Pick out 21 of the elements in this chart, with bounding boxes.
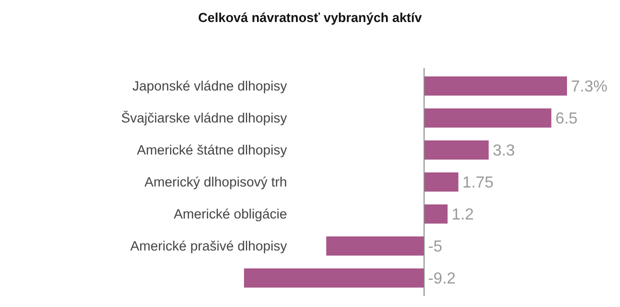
- chart-title: Celková návratnosť vybraných aktív: [198, 10, 423, 25]
- y-tick-label: Švajčiarske vládne dlhopisy: [121, 110, 288, 126]
- bar: [424, 204, 448, 224]
- y-tick-label: Americké štátne dlhopisy: [136, 142, 288, 158]
- bar: [424, 108, 552, 128]
- y-tick-label: Americký dlhopisový trh: [144, 174, 287, 190]
- y-tick-label: Japonské vládne dlhopisy: [132, 78, 288, 94]
- y-tick-label: Americké obligácie: [174, 206, 287, 222]
- data-label: 7.3%: [571, 78, 608, 96]
- data-label: 6.5: [555, 110, 578, 128]
- bar: [424, 140, 489, 160]
- bar: [326, 236, 424, 256]
- data-label: -5: [428, 238, 442, 256]
- data-label: 3.3: [492, 142, 516, 160]
- bar: [424, 172, 458, 192]
- data-label: -9.2: [428, 270, 456, 288]
- data-label: 1.2: [452, 206, 474, 224]
- y-tick-label: Americké prašivé dlhopisy: [130, 238, 288, 254]
- bar: [424, 76, 567, 96]
- data-label: 1.75: [462, 174, 494, 192]
- bar: [244, 268, 424, 288]
